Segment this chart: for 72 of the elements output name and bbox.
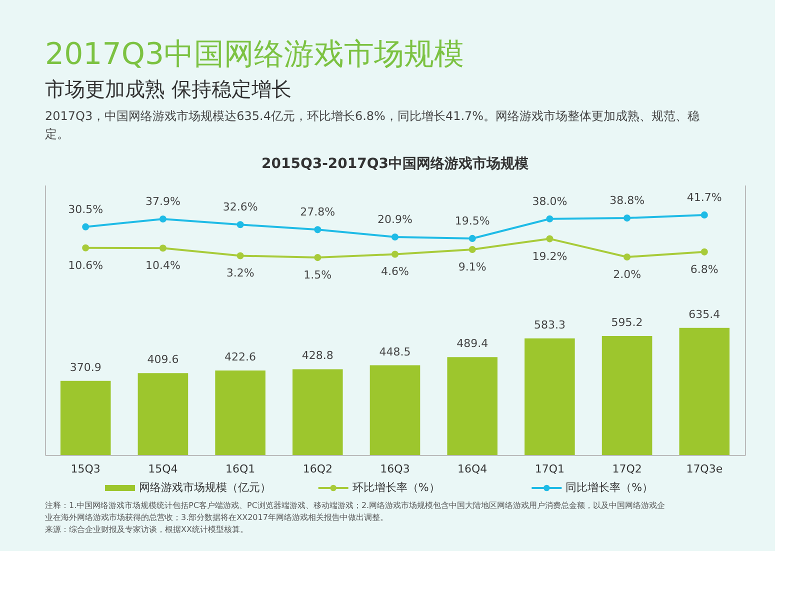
- bar: [679, 328, 730, 455]
- data-label: 19.5%: [454, 214, 490, 228]
- x-tick-label: 15Q3: [70, 462, 100, 476]
- point: [391, 233, 399, 241]
- data-label: 41.7%: [686, 190, 722, 204]
- data-label: 6.8%: [690, 262, 718, 276]
- x-tick-label: 16Q4: [458, 462, 488, 476]
- point: [314, 226, 322, 234]
- data-label: 10.6%: [68, 258, 104, 272]
- x-tick-label: 16Q1: [225, 462, 256, 476]
- data-label: 9.1%: [458, 260, 486, 274]
- bar: [524, 338, 575, 455]
- data-label: 595.2: [611, 316, 643, 329]
- point: [236, 221, 244, 228]
- data-label: 38.0%: [532, 194, 568, 208]
- data-label: 489.4: [456, 337, 488, 350]
- data-label: 422.6: [224, 350, 256, 364]
- bar: [215, 370, 266, 455]
- data-label: 20.9%: [378, 212, 412, 226]
- bar: [138, 373, 188, 455]
- point: [468, 246, 476, 254]
- text: 注释：1.中国网络游戏市场规模统计包括PC客户端游戏、PC浏览器端游戏、移动端游戏；2.网络游戏市场规模包含中国大陆地区网络游戏用户消费总金额，以及中国网络游戏企业在海外网络游戏市场获得的总营收；3.部分数据将在XX2017年网络游戏相关报告中做出调整。: [45, 501, 666, 522]
- point: [236, 252, 244, 260]
- data-label: 32.6%: [222, 200, 258, 214]
- x-tick-label: 17Q2: [612, 462, 642, 476]
- point: [82, 223, 90, 230]
- x-tick-label: 15Q4: [148, 462, 178, 476]
- bar: [292, 369, 343, 455]
- x-tick-label: 17Q1: [534, 462, 565, 476]
- point: [624, 214, 631, 222]
- data-label: 1.5%: [304, 268, 332, 282]
- data-label: 583.3: [534, 318, 566, 332]
- point: [700, 248, 708, 256]
- data-label: 4.6%: [381, 265, 409, 278]
- x-tick-label: 16Q2: [302, 462, 332, 476]
- data-label: 2.0%: [613, 268, 642, 281]
- data-label: 30.5%: [68, 202, 104, 216]
- legend-label: 同比增长率（%）: [566, 481, 654, 494]
- chart-title: 2017Q3中国网络游戏市场规模: [45, 37, 464, 72]
- data-label: 428.8: [302, 349, 334, 362]
- bar: [60, 380, 111, 455]
- data-label: 27.8%: [300, 206, 336, 219]
- data-label: 3.2%: [226, 266, 254, 280]
- point: [391, 250, 399, 258]
- point: [159, 215, 166, 223]
- data-label: 38.8%: [610, 194, 645, 208]
- point: [700, 211, 708, 218]
- x-tick-label: 16Q3: [380, 462, 410, 476]
- data-label: 10.4%: [145, 259, 180, 272]
- legend-label: 网络游戏市场规模（亿元）: [139, 481, 271, 494]
- point: [546, 235, 554, 242]
- point: [624, 253, 631, 261]
- legend-label: 环比增长率（%）: [352, 481, 440, 494]
- data-label: 370.9: [70, 360, 102, 374]
- data-label: 635.4: [688, 308, 720, 321]
- source-note: 来源：综合企业财报及专家访谈，根据XX统计模型核算。: [45, 525, 248, 534]
- bar: [447, 357, 498, 455]
- data-label: 37.9%: [145, 194, 180, 208]
- point: [159, 244, 166, 252]
- text: 2017Q3，中国网络游戏市场规模达635.4亿元，环比增长6.8%，同比增长41.7%。网络游戏市场整体更加成熟、规范、稳定。: [45, 109, 700, 141]
- point: [82, 244, 90, 252]
- x-tick-label: 17Q3e: [686, 462, 723, 476]
- point: [314, 254, 322, 262]
- point: [546, 215, 554, 222]
- data-label: 448.5: [379, 345, 411, 358]
- point: [468, 234, 476, 242]
- bar: [370, 365, 420, 455]
- data-label: 409.6: [147, 353, 179, 366]
- bar: [602, 336, 652, 455]
- text: 2015Q3-2017Q3中国网络游戏市场规模: [261, 155, 530, 172]
- data-label: 19.2%: [532, 250, 568, 263]
- chart-subtitle: 市场更加成熟 保持稳定增长: [45, 77, 292, 101]
